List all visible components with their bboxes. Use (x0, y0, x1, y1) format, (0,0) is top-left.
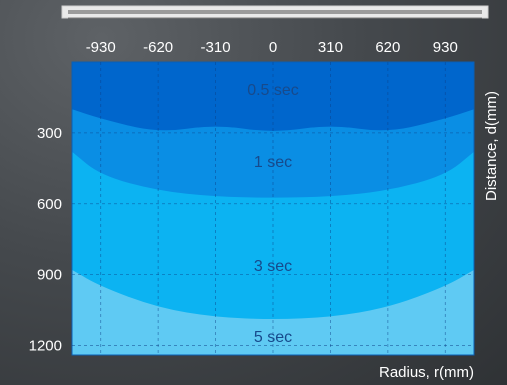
x-axis-title: Radius, r(mm) (379, 364, 474, 381)
zone-label: 3 sec (254, 258, 292, 275)
y-tick-label: 1200 (29, 338, 62, 355)
x-tick-label: 310 (318, 39, 343, 56)
x-tick-label: -310 (201, 39, 231, 56)
zone-label: 5 sec (254, 329, 292, 346)
x-tick-label: 930 (433, 39, 458, 56)
zone-label: 0.5 sec (247, 82, 299, 99)
y-axis-title: Distance, d(mm) (483, 91, 500, 201)
x-tick-label: -620 (143, 39, 173, 56)
y-tick-label: 600 (37, 196, 62, 213)
zone-labels: 0.5 sec 1 sec 3 sec 5 sec (247, 82, 299, 346)
x-tick-label: 0 (269, 39, 277, 56)
zone-0-5-sec (72, 62, 474, 131)
y-tick-label: 300 (37, 125, 62, 142)
grid (72, 62, 474, 355)
x-tick-label: -930 (86, 39, 116, 56)
y-axis-ticks: 300 600 900 1200 (29, 125, 62, 355)
x-tick-label: 620 (375, 39, 400, 56)
ceiling-lamp-fixture-icon (61, 5, 489, 19)
y-tick-label: 900 (37, 267, 62, 284)
x-axis-ticks: -930 -620 -310 0 310 620 930 (86, 39, 458, 56)
zone-label: 1 sec (254, 154, 292, 171)
